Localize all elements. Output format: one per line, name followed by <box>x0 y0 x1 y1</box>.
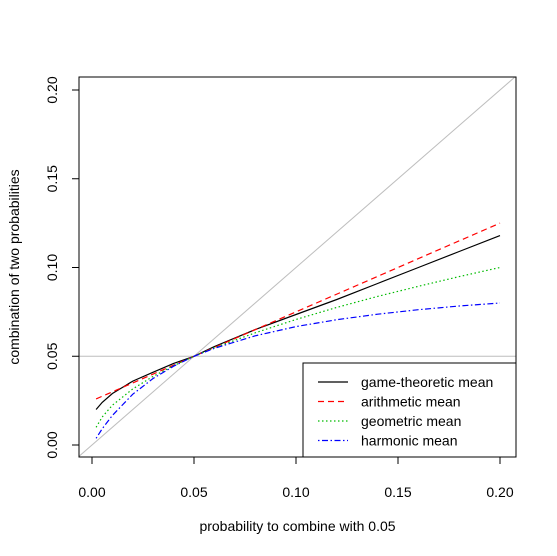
x-axis-title: probability to combine with 0.05 <box>199 518 395 534</box>
x-tick-label: 0.05 <box>180 484 207 500</box>
legend-label: game-theoretic mean <box>361 374 493 390</box>
series-line-geometric-mean <box>95 266 501 428</box>
reference-diagonal-line <box>79 77 516 457</box>
legend-box <box>302 362 517 458</box>
legend-label: harmonic mean <box>361 433 458 449</box>
series-line-arithmetic-mean <box>95 222 501 400</box>
series-line-harmonic-mean <box>95 302 501 439</box>
y-tick-label: 0.10 <box>44 254 60 281</box>
y-tick-label: 0.20 <box>44 76 60 103</box>
x-tick-label: 0.15 <box>384 484 411 500</box>
x-tick-label: 0.00 <box>78 484 105 500</box>
legend-label: geometric mean <box>361 413 461 429</box>
y-tick-label: 0.15 <box>44 165 60 192</box>
y-tick-label: 0.05 <box>44 342 60 369</box>
y-axis-title: combination of two probabilities <box>6 169 22 364</box>
y-tick-label: 0.00 <box>44 431 60 458</box>
x-tick-label: 0.10 <box>282 484 309 500</box>
x-tick-label: 0.20 <box>486 484 513 500</box>
legend-label: arithmetic mean <box>361 394 461 410</box>
